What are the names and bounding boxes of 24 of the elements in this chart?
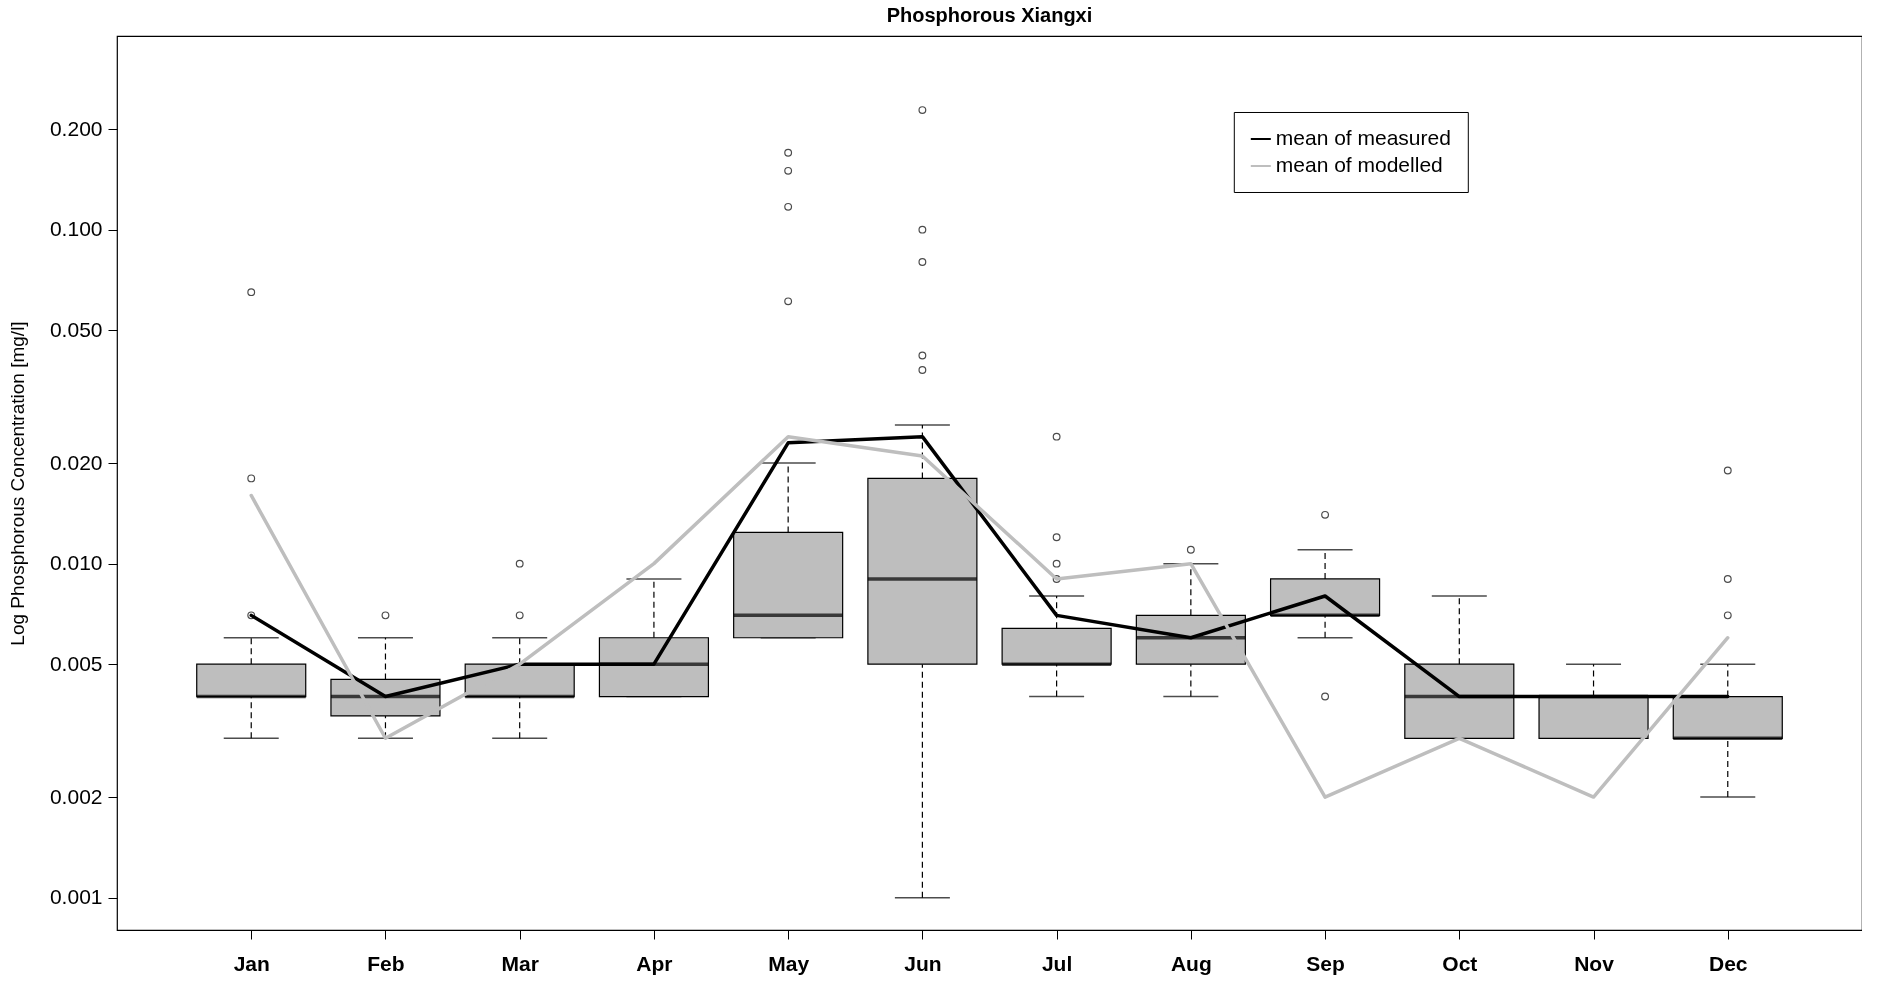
y-tick-label: 0.002 (49, 784, 103, 808)
y-axis-title: Log Phosphorous Concentration [mg/l] (6, 321, 28, 646)
x-tick-label: Feb (367, 951, 405, 975)
x-tick-label: Sep (1306, 951, 1345, 975)
y-tick-label: 0.010 (49, 551, 103, 575)
x-tick-label: Mar (501, 951, 539, 975)
x-tick-label: Nov (1574, 951, 1615, 975)
x-tick-label: Oct (1442, 951, 1478, 975)
legend-label: mean of measured (1275, 125, 1451, 149)
legend-label: mean of modelled (1275, 152, 1443, 176)
y-tick-label: 0.200 (49, 116, 103, 140)
y-tick-label: 0.100 (49, 217, 103, 241)
x-tick-label: Jul (1041, 951, 1073, 975)
x-tick-label: May (768, 951, 810, 975)
x-tick-label: Jun (904, 951, 942, 975)
x-tick-label: Dec (1709, 951, 1748, 975)
y-tick-label: 0.050 (49, 317, 103, 341)
y-tick-label: 0.020 (49, 450, 103, 474)
y-tick-label: 0.001 (49, 885, 103, 909)
y-tick-label: 0.005 (49, 651, 103, 675)
x-tick-label: Jan (233, 951, 270, 975)
chart-title: Phosphorous Xiangxi (886, 4, 1093, 26)
x-tick-label: Apr (636, 951, 673, 975)
x-tick-label: Aug (1170, 951, 1212, 975)
